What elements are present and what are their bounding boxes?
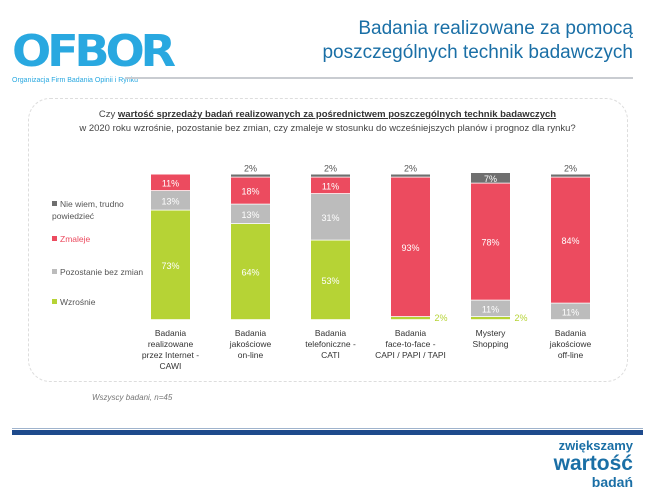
bar-value-label: 13% [161,196,179,206]
legend-label: Pozostanie bez zmian [60,267,144,277]
category-label-line: CAPI / PAPI / TAPI [375,350,446,360]
bar-value-label: 64% [241,268,259,278]
bar-value-label: 2% [404,164,417,174]
category-label-line: jakościowe [229,339,272,349]
bar-value-label: 78% [481,238,499,248]
category-label-line: Mystery [475,328,506,338]
title-divider [125,77,633,79]
ofbor-logo: OFBOR Organizacja Firm Badania Opinii i … [12,30,176,85]
legend-label: Wzrośnie [60,297,96,307]
bar-value-label: 93% [401,243,419,253]
bar-value-label: 13% [241,210,259,220]
category-label: Mystery Shopping [446,328,536,350]
category-label-line: Badania [394,328,427,338]
chart-panel [28,98,628,382]
category-label-line: face-to-face - [385,339,436,349]
legend-label: Nie wiem, trudno powiedzieć [52,199,124,221]
bar-segment [151,210,190,320]
legend-item: Nie wiem, trudno powiedzieć [52,198,152,222]
category-label: Badania jakościowe on-line [206,328,296,361]
category-label: Badania jakościowe off-line [526,328,616,361]
category-label-line: Badania [234,328,267,338]
title-line-1: Badania realizowane za pomocą [358,18,633,39]
bar-segment [551,174,590,177]
bar-value-label: 31% [321,213,339,223]
slogan-line-1: zwiększamy [558,438,633,453]
category-label-line: Badania [314,328,347,338]
category-label-line: Shopping [472,339,509,349]
bar-value-label: 11% [162,178,179,188]
category-label-line: przez Internet - [141,350,200,360]
question-line-2: w 2020 roku wzrośnie, pozostanie bez zmi… [79,123,576,134]
bar-value-label: 2% [514,313,527,323]
bar-value-label: 11% [482,304,499,314]
question-emphasis: wartość sprzedaży badań realizowanych za… [117,109,557,120]
question-prefix: Czy [98,109,118,120]
sample-note: Wszyscy badani, n=45 [92,393,173,402]
legend-swatch [52,201,57,206]
bar-segment [391,177,430,317]
bar-value-label: 53% [321,276,339,286]
bar-segment [231,224,270,320]
category-label-line: Badania [154,328,187,338]
category-label-line: CAWI [159,361,182,371]
bar-segment [151,191,190,210]
bar-segment [231,204,270,224]
footer-rule [12,430,643,435]
bar-value-label: 18% [241,187,259,197]
bar-segment [471,183,510,300]
bar-segment [551,303,590,320]
bar-value-label: 84% [561,236,579,246]
bar-segment [391,317,430,320]
category-label-line: off-line [557,350,584,360]
category-label-line: CATI [321,350,340,360]
bar-value-label: 73% [161,261,179,271]
category-label-line: Badania [554,328,587,338]
bar-segment [311,177,350,194]
bar-value-label: 2% [564,164,577,174]
bar-value-label: 11% [322,181,339,191]
slogan-line-2: wartość [553,452,633,475]
legend-swatch [52,269,57,274]
category-label-line: telefoniczne - [305,339,356,349]
legend-item: Zmaleje [52,233,152,245]
bar-segment [311,174,350,177]
bar-segment [471,300,510,317]
bar-value-label: 7% [484,174,497,184]
bar-segment [151,174,190,191]
bar-segment [311,194,350,240]
category-label: Badania telefoniczne - CATI [286,328,376,361]
bar-segment [551,177,590,303]
category-label-line: realizowane [147,339,194,349]
survey-question: Czy wartość sprzedaży badań realizowanyc… [30,108,625,136]
category-label-line: jakościowe [549,339,592,349]
slogan-logo: zwiększamy wartość badań [554,438,633,490]
bar-value-label: 11% [562,307,579,317]
bar-segment [471,173,510,183]
bar-segment [311,240,350,320]
logo-subtitle: Organizacja Firm Badania Opinii i Rynku [12,77,139,84]
slogan-line-3: badań [591,474,633,490]
bar-segment [231,174,270,177]
category-label-line: on-line [237,350,264,360]
bar-segment [231,177,270,204]
bar-value-label: 2% [244,164,257,174]
legend-swatch [52,299,57,304]
legend-item: Wzrośnie [52,296,152,308]
legend-item: Pozostanie bez zmian [52,266,152,278]
bar-segment [391,174,430,177]
bar-value-label: 2% [434,313,447,323]
bar-value-label: 2% [324,164,337,174]
bar-segment [471,317,510,320]
legend-swatch [52,236,57,241]
category-label: Badania face-to-face - CAPI / PAPI / TAPI [366,328,456,361]
title-line-2: poszczególnych technik badawczych [322,42,633,63]
slide-title: Badania realizowane za pomocą poszczegól… [322,17,633,65]
legend-label: Zmaleje [60,234,91,244]
category-label: Badania realizowane przez Internet - CAWI [126,328,216,372]
footer-rule-thin [12,428,643,429]
logo-mark: OFBOR [12,26,176,77]
